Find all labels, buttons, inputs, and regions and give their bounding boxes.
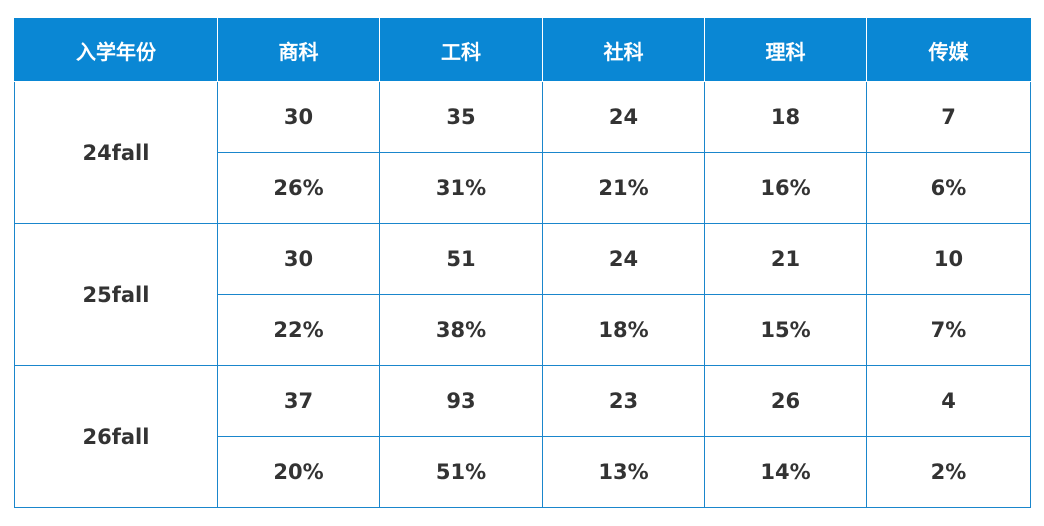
- count-cell: 26: [704, 365, 867, 437]
- count-cell: 21: [704, 223, 867, 295]
- share-cell: 26%: [217, 152, 380, 224]
- header-cell: 传媒: [866, 18, 1031, 82]
- count-cell: 7: [866, 81, 1031, 153]
- group-label: 24fall: [14, 81, 218, 224]
- share-cell: 13%: [542, 436, 705, 508]
- count-cell: 24: [542, 81, 705, 153]
- header-cell: 商科: [217, 18, 380, 82]
- group-label: 26fall: [14, 365, 218, 508]
- count-row: 24fall 30 35 24 18 7: [14, 81, 1031, 224]
- count-cell: 24: [542, 223, 705, 295]
- count-cell: 30: [217, 81, 380, 153]
- share-cell: 20%: [217, 436, 380, 508]
- count-cell: 10: [866, 223, 1031, 295]
- count-cell: 37: [217, 365, 380, 437]
- share-cell: 18%: [542, 294, 705, 366]
- count-cell: 30: [217, 223, 380, 295]
- header-cell: 入学年份: [14, 18, 218, 82]
- share-cell: 21%: [542, 152, 705, 224]
- share-row: 22% 38% 18% 15% 7%: [15, 294, 1031, 366]
- header-cell: 社科: [542, 18, 705, 82]
- share-cell: 51%: [379, 436, 543, 508]
- count-row: 25fall 30 51 24 21 10: [14, 223, 1031, 366]
- share-cell: 14%: [704, 436, 867, 508]
- share-cell: 31%: [379, 152, 543, 224]
- header-cell: 理科: [704, 18, 867, 82]
- share-cell: 22%: [217, 294, 380, 366]
- count-cell: 18: [704, 81, 867, 153]
- count-cell: 51: [379, 223, 543, 295]
- share-cell: 2%: [866, 436, 1031, 508]
- header-cell: 工科: [379, 18, 543, 82]
- share-cell: 16%: [704, 152, 867, 224]
- table-body: 24fall 30 35 24 18 7 26% 31% 21% 16% 6% 25fall 30 51 2…: [14, 81, 1031, 508]
- count-cell: 4: [866, 365, 1031, 437]
- share-cell: 7%: [866, 294, 1031, 366]
- count-cell: 23: [542, 365, 705, 437]
- count-cell: 93: [379, 365, 543, 437]
- data-table: 入学年份 商科 工科 社科 理科 传媒 24fall 30 35 24 18 7 26% 31% 21% 1…: [14, 18, 1031, 508]
- share-cell: 15%: [704, 294, 867, 366]
- count-row: 26fall 37 93 23 26 4: [14, 365, 1031, 508]
- header-row: 入学年份 商科 工科 社科 理科 传媒: [14, 18, 1031, 82]
- count-cell: 35: [379, 81, 543, 153]
- share-cell: 38%: [379, 294, 543, 366]
- share-cell: 6%: [866, 152, 1031, 224]
- share-row: 20% 51% 13% 14% 2%: [15, 436, 1031, 508]
- group-label: 25fall: [14, 223, 218, 366]
- table-container: 入学年份 商科 工科 社科 理科 传媒 24fall 30 35 24 18 7 26% 31% 21% 1…: [14, 18, 1031, 508]
